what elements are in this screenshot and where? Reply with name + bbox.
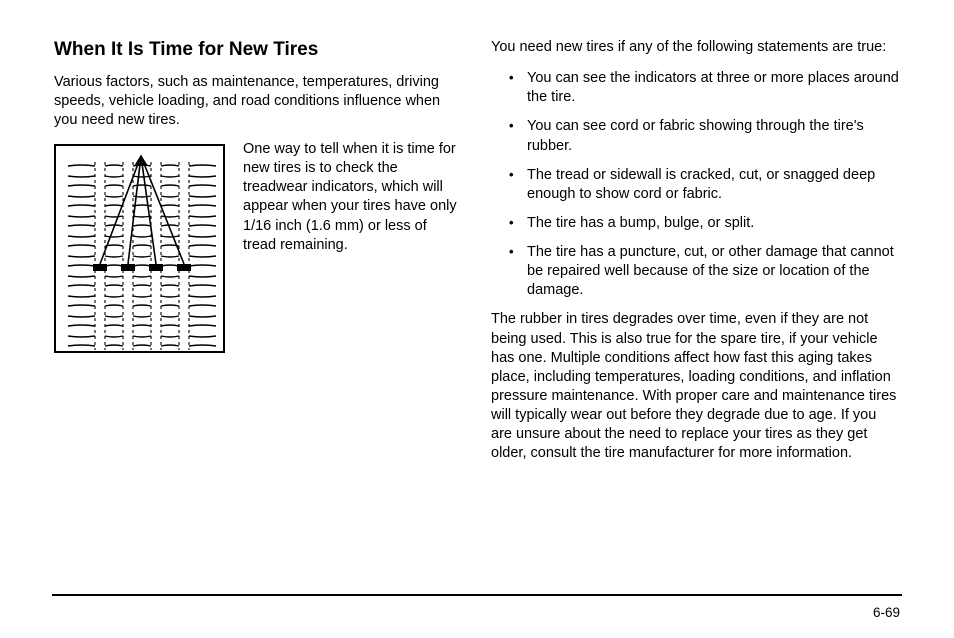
section-heading: When It Is Time for New Tires	[54, 38, 463, 63]
closing-paragraph: The rubber in tires degrades over time, …	[491, 310, 900, 463]
diagram-row: One way to tell when it is time for new …	[54, 142, 463, 353]
right-column: You need new tires if any of the followi…	[491, 38, 900, 475]
bullet-item: The tire has a bump, bulge, or split.	[515, 214, 900, 233]
treadwear-diagram	[54, 144, 225, 353]
left-column: When It Is Time for New Tires Various fa…	[54, 38, 463, 475]
bullet-item: You can see cord or fabric showing throu…	[515, 117, 900, 155]
page-number: 6-69	[873, 605, 900, 620]
bullet-item: The tread or sidewall is cracked, cut, o…	[515, 166, 900, 204]
bullet-item: The tire has a puncture, cut, or other d…	[515, 243, 900, 300]
footer-rule	[52, 594, 902, 596]
bullet-item: You can see the indicators at three or m…	[515, 69, 900, 107]
lead-paragraph: You need new tires if any of the followi…	[491, 38, 900, 57]
page-body: When It Is Time for New Tires Various fa…	[0, 0, 954, 495]
intro-paragraph: Various factors, such as maintenance, te…	[54, 73, 463, 130]
bullet-list: You can see the indicators at three or m…	[491, 69, 900, 300]
tire-tread-icon	[56, 146, 227, 355]
diagram-caption: One way to tell when it is time for new …	[243, 140, 463, 255]
